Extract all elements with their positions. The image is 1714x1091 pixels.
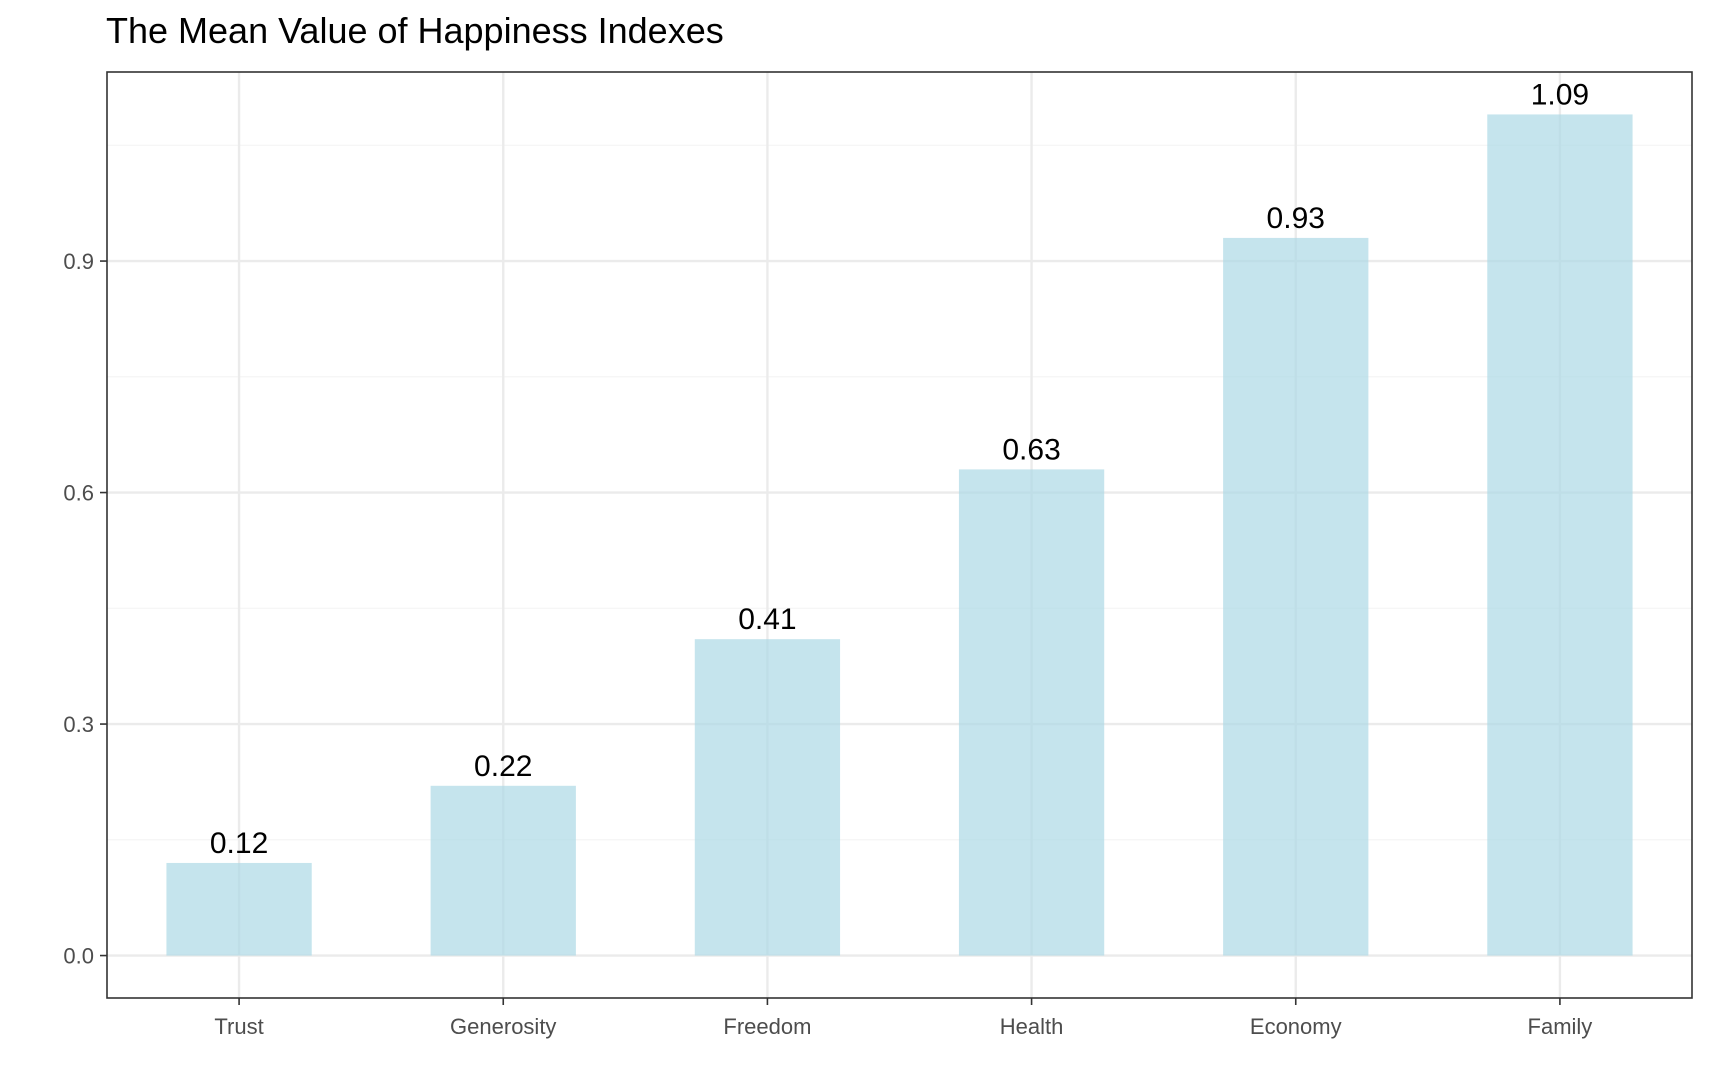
bar (1223, 237, 1369, 956)
x-tick-label: Generosity (450, 1014, 556, 1039)
data-label: 0.41 (738, 603, 796, 636)
data-label: 0.22 (474, 750, 532, 783)
bar (166, 862, 312, 956)
data-label: 0.63 (1002, 433, 1060, 466)
bar (694, 639, 841, 956)
bar (1487, 114, 1633, 956)
y-tick-label: 0.6 (63, 481, 94, 506)
x-tick-label: Health (1000, 1014, 1064, 1039)
bars (166, 114, 1633, 956)
y-tick-label: 0.3 (63, 712, 94, 737)
chart-title: The Mean Value of Happiness Indexes (106, 10, 724, 51)
data-label: 0.93 (1267, 202, 1325, 235)
data-label: 0.12 (210, 827, 268, 860)
x-tick-label: Freedom (723, 1014, 811, 1039)
x-axis-ticks: Trust Generosity Freedom Health Economy Famil… (214, 998, 1592, 1039)
x-tick-label: Family (1528, 1014, 1593, 1039)
x-tick-label: Economy (1250, 1014, 1342, 1039)
bar (430, 785, 576, 956)
grid-lines (107, 72, 1692, 998)
y-axis-ticks: 0.0 0.3 0.6 0.9 (63, 249, 107, 969)
data-label: 1.09 (1531, 78, 1589, 111)
y-tick-label: 0.0 (63, 944, 94, 969)
bar (958, 469, 1105, 956)
panel-border (106, 71, 1693, 999)
data-labels: 0.12 0.22 0.41 0.63 0.93 1.09 (210, 78, 1589, 860)
y-tick-label: 0.9 (63, 249, 94, 274)
x-tick-label: Trust (214, 1014, 263, 1039)
